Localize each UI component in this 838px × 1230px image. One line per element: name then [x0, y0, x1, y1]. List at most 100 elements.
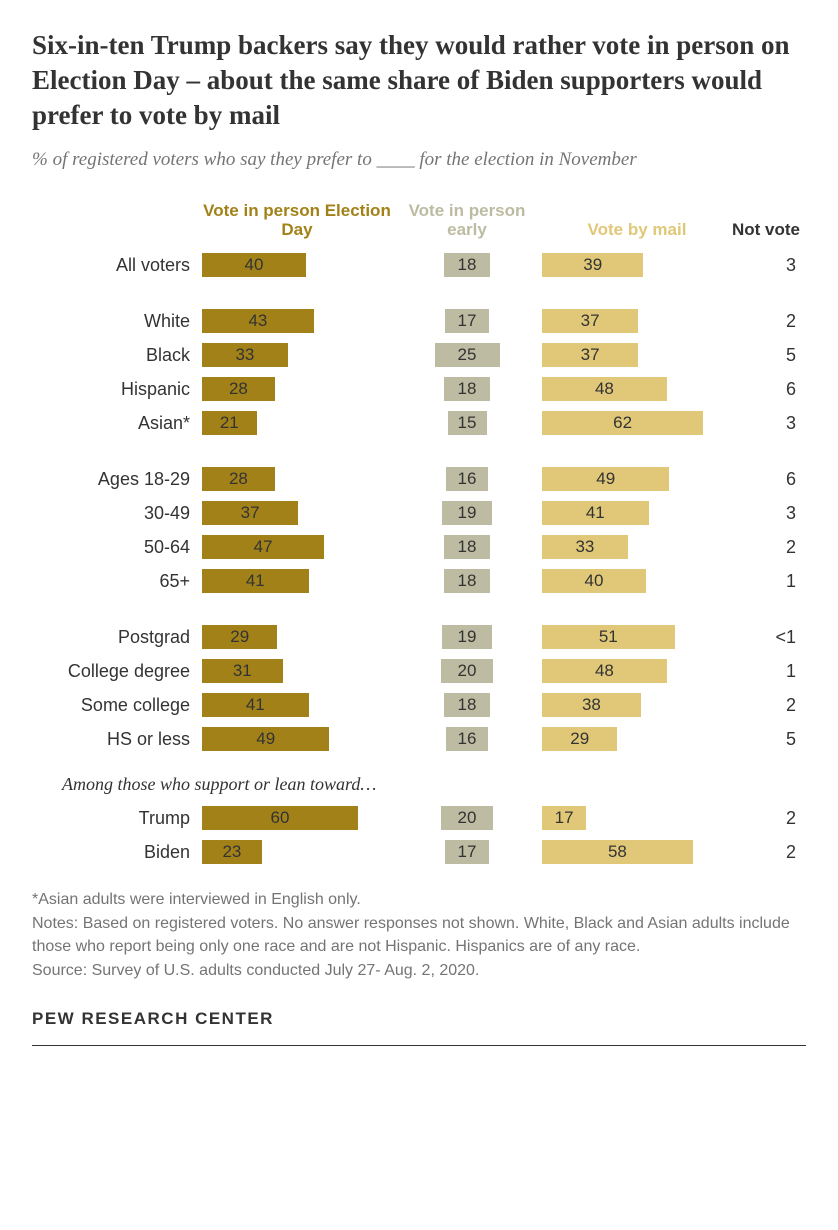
not-vote-value: 2 [732, 537, 806, 558]
row-label: Biden [32, 842, 202, 863]
not-vote-value: 6 [732, 469, 806, 490]
chart-title: Six-in-ten Trump backers say they would … [32, 28, 806, 133]
row-label: Some college [32, 695, 202, 716]
data-row: Asian*21 15 62 3 [32, 406, 806, 440]
bar-inperson-early: 18 [444, 569, 491, 593]
bar-by-mail: 49 [542, 467, 669, 491]
bar-by-mail: 48 [542, 377, 667, 401]
bar-inperson-early: 20 [441, 659, 493, 683]
data-row: White4317372 [32, 304, 806, 338]
row-label: Ages 18-29 [32, 469, 202, 490]
data-row: 30-4937 19 41 3 [32, 496, 806, 530]
not-vote-value: <1 [732, 627, 806, 648]
bar-inperson-day: 47 [202, 535, 324, 559]
bar-inperson-early: 15 [448, 411, 487, 435]
bar-inperson-day: 41 [202, 693, 309, 717]
chart-subtitle: % of registered voters who say they pref… [32, 147, 806, 173]
row-label: Asian* [32, 413, 202, 434]
not-vote-value: 3 [732, 503, 806, 524]
bar-inperson-day: 28 [202, 467, 275, 491]
bar-inperson-early: 18 [444, 377, 491, 401]
bar-inperson-day: 28 [202, 377, 275, 401]
row-label: Trump [32, 808, 202, 829]
col-head-inperson-early: Vote in person early [392, 201, 542, 240]
footnotes: *Asian adults were interviewed in Englis… [32, 889, 806, 983]
data-row: 65+41 18 40 1 [32, 564, 806, 598]
bar-inperson-early: 16 [446, 727, 488, 751]
not-vote-value: 1 [732, 571, 806, 592]
bar-by-mail: 37 [542, 343, 638, 367]
bar-inperson-early: 19 [442, 501, 491, 525]
bar-inperson-day: 40 [202, 253, 306, 277]
bar-by-mail: 62 [542, 411, 703, 435]
data-row: 50-6447 18 33 2 [32, 530, 806, 564]
bar-inperson-early: 18 [444, 253, 491, 277]
bar-inperson-day: 43 [202, 309, 314, 333]
not-vote-value: 2 [732, 808, 806, 829]
bar-inperson-early: 18 [444, 693, 491, 717]
bar-by-mail: 39 [542, 253, 643, 277]
row-label: Postgrad [32, 627, 202, 648]
row-label: Black [32, 345, 202, 366]
data-row: Postgrad291951<1 [32, 620, 806, 654]
col-head-not-vote: Not vote [732, 220, 806, 240]
bar-inperson-day: 37 [202, 501, 298, 525]
bar-inperson-day: 31 [202, 659, 283, 683]
not-vote-value: 2 [732, 695, 806, 716]
bar-inperson-day: 49 [202, 727, 329, 751]
bar-inperson-day: 60 [202, 806, 358, 830]
bar-inperson-early: 17 [445, 840, 489, 864]
bar-by-mail: 17 [542, 806, 586, 830]
not-vote-value: 3 [732, 255, 806, 276]
bottom-rule [32, 1045, 806, 1046]
row-label: 30-49 [32, 503, 202, 524]
data-row: Trump60 20 17 2 [32, 801, 806, 835]
chart-body: Vote in person Election Day Vote in pers… [32, 201, 806, 869]
row-label: College degree [32, 661, 202, 682]
bar-by-mail: 41 [542, 501, 649, 525]
bar-inperson-day: 21 [202, 411, 257, 435]
footnote-line: Notes: Based on registered voters. No an… [32, 913, 806, 958]
data-row: HS or less49 16 29 5 [32, 722, 806, 756]
bar-inperson-early: 18 [444, 535, 491, 559]
footnote-line: *Asian adults were interviewed in Englis… [32, 889, 806, 911]
bar-inperson-early: 16 [446, 467, 488, 491]
column-headers: Vote in person Election Day Vote in pers… [32, 201, 806, 240]
data-row: Ages 18-2928 16 49 6 [32, 462, 806, 496]
group-subhead: Among those who support or lean toward… [32, 774, 806, 795]
attribution: PEW RESEARCH CENTER [32, 1009, 806, 1029]
data-row: All voters40 18 39 3 [32, 248, 806, 282]
row-label: 65+ [32, 571, 202, 592]
row-label: Hispanic [32, 379, 202, 400]
not-vote-value: 3 [732, 413, 806, 434]
data-row: College degree3120481 [32, 654, 806, 688]
row-label: HS or less [32, 729, 202, 750]
not-vote-value: 2 [732, 842, 806, 863]
bar-by-mail: 51 [542, 625, 675, 649]
col-head-by-mail: Vote by mail [542, 220, 732, 240]
bar-by-mail: 33 [542, 535, 628, 559]
bar-inperson-early: 25 [435, 343, 500, 367]
not-vote-value: 6 [732, 379, 806, 400]
not-vote-value: 2 [732, 311, 806, 332]
bar-inperson-early: 19 [442, 625, 491, 649]
not-vote-value: 5 [732, 729, 806, 750]
not-vote-value: 5 [732, 345, 806, 366]
footnote-line: Source: Survey of U.S. adults conducted … [32, 960, 806, 982]
not-vote-value: 1 [732, 661, 806, 682]
row-label: All voters [32, 255, 202, 276]
bar-inperson-day: 41 [202, 569, 309, 593]
bar-inperson-day: 33 [202, 343, 288, 367]
col-head-inperson-day: Vote in person Election Day [202, 201, 392, 240]
data-row: Some college41 18 38 2 [32, 688, 806, 722]
bar-by-mail: 38 [542, 693, 641, 717]
bar-by-mail: 40 [542, 569, 646, 593]
data-row: Black33 25 37 5 [32, 338, 806, 372]
bar-by-mail: 58 [542, 840, 693, 864]
data-row: Biden2317582 [32, 835, 806, 869]
data-row: Hispanic28 18 48 6 [32, 372, 806, 406]
row-label: 50-64 [32, 537, 202, 558]
bar-inperson-early: 20 [441, 806, 493, 830]
row-label: White [32, 311, 202, 332]
bar-by-mail: 29 [542, 727, 617, 751]
